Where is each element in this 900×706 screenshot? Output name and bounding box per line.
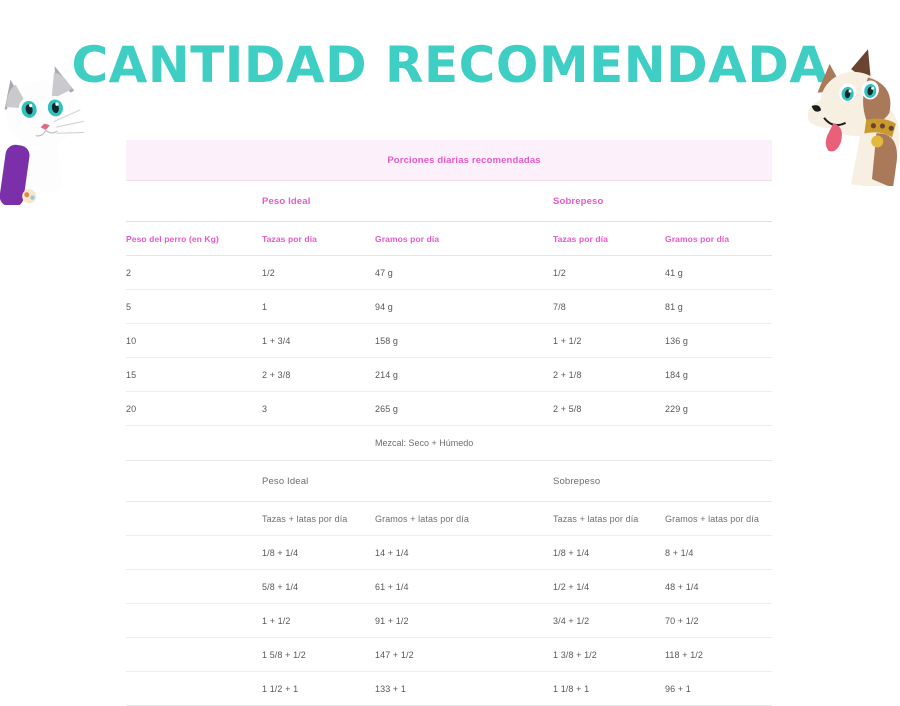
table-row: 1 + 1/2 91 + 1/2 3/4 + 1/2 70 + 1/2 (126, 604, 772, 638)
cell-grams-ideal: 47 g (375, 256, 553, 290)
table-row: 2 1/2 47 g 1/2 41 g (126, 256, 772, 290)
banner-label: Porciones diarias recomendadas (126, 155, 772, 166)
group-header-overweight: Sobrepeso (553, 181, 772, 222)
cell-cups-ideal: 1 + 3/4 (262, 324, 375, 358)
column-header-cups-ideal: Tazas por día (262, 222, 375, 256)
cell-cups-cans-overweight: 1/8 + 1/4 (553, 536, 665, 570)
cell-cups-cans-ideal: 1/8 + 1/4 (262, 536, 375, 570)
table-row: 1 1/2 + 1 133 + 1 1 1/8 + 1 96 + 1 (126, 672, 772, 706)
portions-table: Porciones diarias recomendadas Peso Idea… (126, 140, 772, 706)
recommended-portions-table: Porciones diarias recomendadas Peso Idea… (126, 140, 772, 706)
table-row: 20 3 265 g 2 + 5/8 229 g (126, 392, 772, 426)
group-header-spacer (126, 181, 262, 222)
column-header-cups-cans-ideal: Tazas + latas por día (262, 502, 375, 536)
table-banner-row: Porciones diarias recomendadas (126, 140, 772, 181)
table-row: 15 2 + 3/8 214 g 2 + 1/8 184 g (126, 358, 772, 392)
column-header-cups-cans-overweight: Tazas + latas por día (553, 502, 665, 536)
cell-spacer (126, 570, 262, 604)
group-header-row-mix: Peso Ideal Sobrepeso (126, 461, 772, 502)
column-header-spacer-mix (126, 502, 262, 536)
cell-cups-ideal: 1 (262, 290, 375, 324)
cell-grams-cans-overweight: 8 + 1/4 (665, 536, 772, 570)
column-header-grams-ideal: Gramos por día (375, 222, 553, 256)
column-header-row-mix: Tazas + latas por día Gramos + latas por… (126, 502, 772, 536)
cell-grams-cans-ideal: 61 + 1/4 (375, 570, 553, 604)
mix-divider-spacer (126, 426, 262, 461)
cell-spacer (126, 604, 262, 638)
cell-cups-ideal: 1/2 (262, 256, 375, 290)
mix-divider-label: Mezcal: Seco + Húmedo (375, 426, 772, 461)
cell-cups-overweight: 1 + 1/2 (553, 324, 665, 358)
cell-cups-ideal: 3 (262, 392, 375, 426)
column-header-grams-cans-ideal: Gramos + latas por día (375, 502, 553, 536)
cell-grams-ideal: 265 g (375, 392, 553, 426)
group-header-overweight-mix: Sobrepeso (553, 461, 772, 502)
cell-grams-cans-ideal: 147 + 1/2 (375, 638, 553, 672)
cell-grams-cans-overweight: 48 + 1/4 (665, 570, 772, 604)
cell-grams-overweight: 41 g (665, 256, 772, 290)
mix-divider-spacer-2 (262, 426, 375, 461)
cell-dog-weight: 5 (126, 290, 262, 324)
table-row: 1/8 + 1/4 14 + 1/4 1/8 + 1/4 8 + 1/4 (126, 536, 772, 570)
cell-grams-overweight: 81 g (665, 290, 772, 324)
cell-cups-overweight: 2 + 5/8 (553, 392, 665, 426)
table-row: 5/8 + 1/4 61 + 1/4 1/2 + 1/4 48 + 1/4 (126, 570, 772, 604)
cell-cups-cans-overweight: 1 1/8 + 1 (553, 672, 665, 706)
cell-grams-cans-overweight: 70 + 1/2 (665, 604, 772, 638)
cell-cups-cans-overweight: 1/2 + 1/4 (553, 570, 665, 604)
cell-grams-overweight: 229 g (665, 392, 772, 426)
cell-grams-cans-ideal: 133 + 1 (375, 672, 553, 706)
cell-dog-weight: 2 (126, 256, 262, 290)
cell-cups-overweight: 7/8 (553, 290, 665, 324)
group-header-row-dry: Peso Ideal Sobrepeso (126, 181, 772, 222)
group-header-spacer-mix (126, 461, 262, 502)
cell-cups-cans-ideal: 1 5/8 + 1/2 (262, 638, 375, 672)
banner-cell: Porciones diarias recomendadas (126, 140, 772, 181)
column-header-dog-weight: Peso del perro (en Kg) (126, 222, 262, 256)
column-header-row-dry: Peso del perro (en Kg) Tazas por día Gra… (126, 222, 772, 256)
cell-grams-cans-ideal: 91 + 1/2 (375, 604, 553, 638)
cell-cups-ideal: 2 + 3/8 (262, 358, 375, 392)
cell-spacer (126, 672, 262, 706)
cell-cups-cans-ideal: 1 1/2 + 1 (262, 672, 375, 706)
cell-grams-overweight: 184 g (665, 358, 772, 392)
cell-dog-weight: 15 (126, 358, 262, 392)
cell-cups-cans-ideal: 1 + 1/2 (262, 604, 375, 638)
cell-cups-cans-overweight: 1 3/8 + 1/2 (553, 638, 665, 672)
cell-grams-overweight: 136 g (665, 324, 772, 358)
cell-grams-cans-ideal: 14 + 1/4 (375, 536, 553, 570)
cell-grams-ideal: 94 g (375, 290, 553, 324)
cell-grams-ideal: 214 g (375, 358, 553, 392)
column-header-cups-overweight: Tazas por día (553, 222, 665, 256)
cell-grams-ideal: 158 g (375, 324, 553, 358)
table-row: 10 1 + 3/4 158 g 1 + 1/2 136 g (126, 324, 772, 358)
cell-cups-overweight: 1/2 (553, 256, 665, 290)
mix-divider-row: Mezcal: Seco + Húmedo (126, 426, 772, 461)
page-title: CANTIDAD RECOMENDADA (0, 36, 900, 94)
cell-cups-cans-ideal: 5/8 + 1/4 (262, 570, 375, 604)
column-header-grams-cans-overweight: Gramos + latas por día (665, 502, 772, 536)
cell-dog-weight: 10 (126, 324, 262, 358)
group-header-ideal-mix: Peso Ideal (262, 461, 553, 502)
cell-grams-cans-overweight: 118 + 1/2 (665, 638, 772, 672)
cell-dog-weight: 20 (126, 392, 262, 426)
group-header-ideal: Peso Ideal (262, 181, 553, 222)
table-row: 5 1 94 g 7/8 81 g (126, 290, 772, 324)
cell-spacer (126, 638, 262, 672)
table-row: 1 5/8 + 1/2 147 + 1/2 1 3/8 + 1/2 118 + … (126, 638, 772, 672)
column-header-grams-overweight: Gramos por día (665, 222, 772, 256)
cell-cups-overweight: 2 + 1/8 (553, 358, 665, 392)
cell-grams-cans-overweight: 96 + 1 (665, 672, 772, 706)
cell-spacer (126, 536, 262, 570)
cell-cups-cans-overweight: 3/4 + 1/2 (553, 604, 665, 638)
